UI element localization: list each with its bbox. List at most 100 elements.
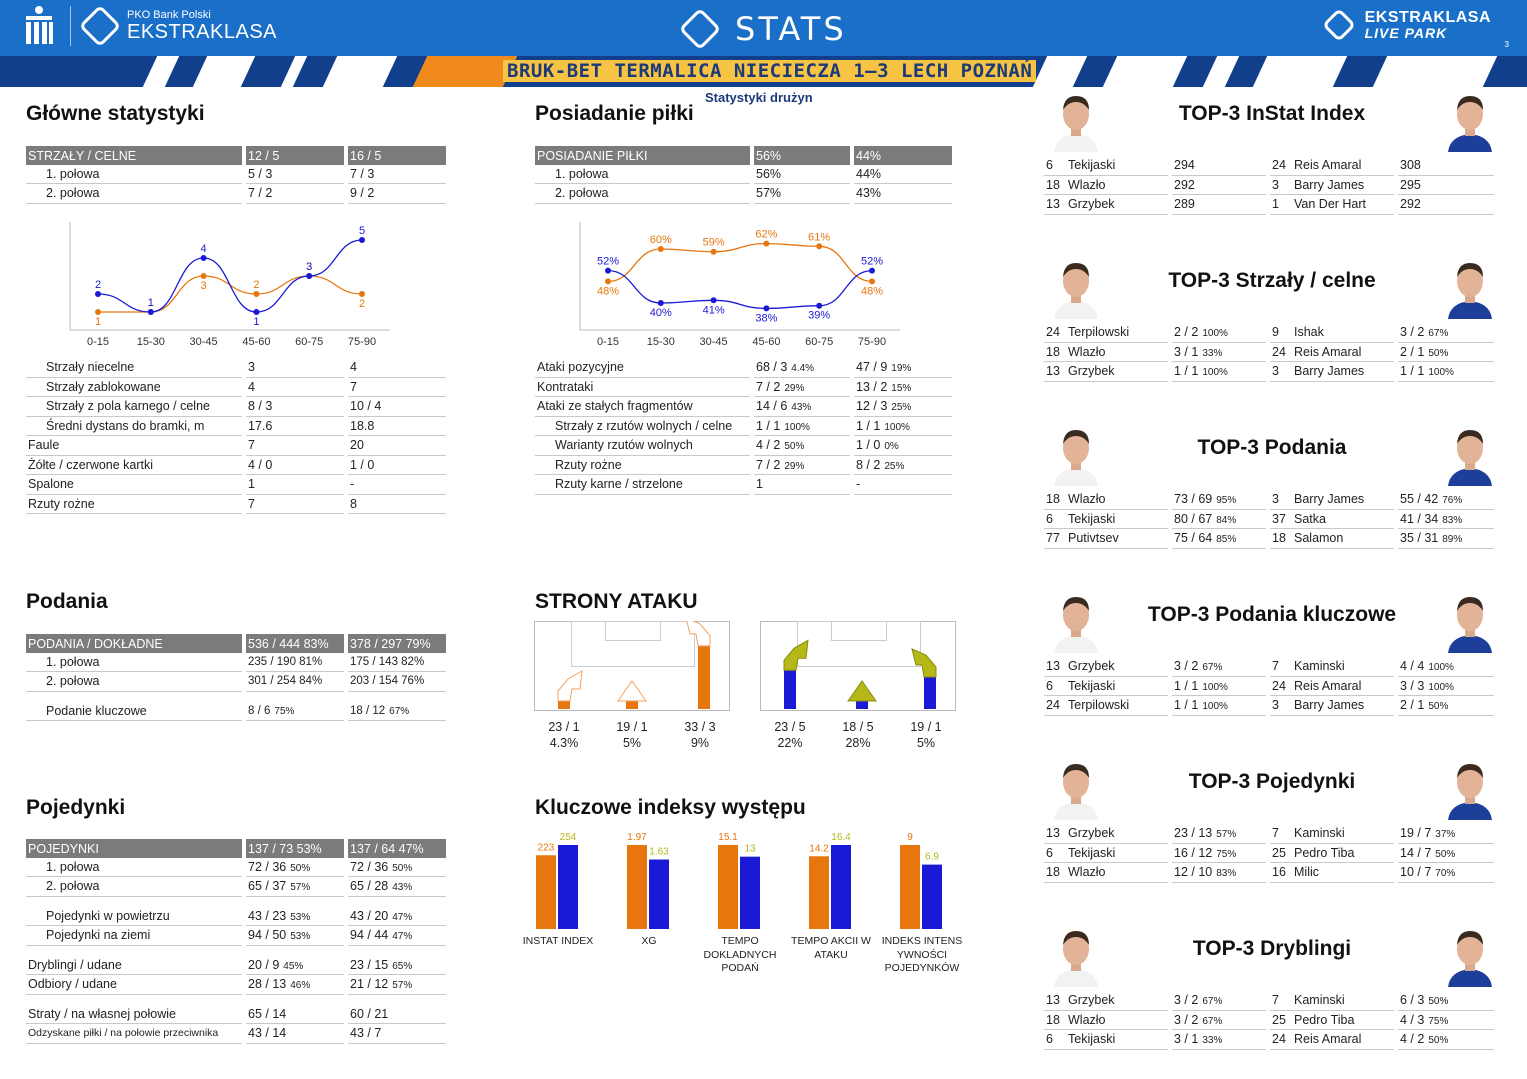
away-player-name: Reis Amaral (1294, 158, 1362, 172)
row-away: - (348, 475, 446, 495)
row-home: 8 / 6 75% (246, 702, 344, 721)
cell-percent: 67% (1202, 1015, 1223, 1027)
avatar-face (1063, 432, 1089, 464)
header-away: 44% (854, 145, 952, 165)
live-park-bottom: LIVE PARK (1364, 25, 1448, 41)
top3-table: 13 Grzybek 3 / 2 67% 7 Kaminski 4 / 4 100% 6 Teki… (1044, 657, 1498, 716)
cell-percent: 83% (1216, 868, 1237, 879)
avatar-shirt (1448, 301, 1492, 319)
cell-percent: 33% (1202, 1035, 1223, 1046)
top3-table: 24 Terpilowski 2 / 2 100% 9 Ishak 3 / 2 67% 18 Wl… (1044, 323, 1498, 382)
x-tick-label: 75-90 (348, 336, 376, 348)
cell-percent: 29% (784, 460, 805, 472)
table-row: Rzuty karne / strzelone 1 - (535, 475, 956, 495)
cell-value: 1 (756, 477, 763, 491)
away-player-name: Barry James (1294, 177, 1365, 192)
pko-logo-icon (22, 6, 56, 46)
away-player-value: 14 / 7 50% (1398, 844, 1494, 863)
away-player: 16 Milic (1270, 863, 1394, 883)
category-label: TEMPO AKCII W ATAKU (785, 935, 877, 962)
row-home: 235 / 190 81% (246, 653, 344, 672)
home-player-number: 18 (1046, 492, 1060, 506)
home-value-label: 9 (907, 832, 913, 843)
table-row: 6 Tekijaski 1 / 1 100% 24 Reis Amaral 3 / 3 100… (1044, 677, 1498, 696)
row-label: Strzały z pola karnego / celne (26, 397, 242, 417)
cell-value: 1 / 1 (1174, 678, 1199, 693)
data-point (869, 267, 875, 274)
row-label: 2. połowa (26, 877, 242, 897)
attack-side-label: 19 / 1 5% (598, 719, 666, 751)
home-bar (900, 845, 920, 929)
cell-value: 14 / 6 (756, 399, 788, 413)
cell-value: 47 / 9 (856, 360, 888, 374)
table-row: 2. połowa 7 / 2 9 / 2 (26, 184, 450, 204)
x-tick-label: 60-75 (805, 336, 833, 348)
avatar-neck (1071, 794, 1081, 804)
cell-value: 94 / 50 (248, 928, 287, 942)
avatar-shirt (1054, 969, 1098, 987)
row-home: 1 (246, 475, 344, 495)
row-away: 60 / 21 (348, 1005, 446, 1024)
avatar-shirt (1448, 134, 1492, 152)
row-away: 44% (854, 165, 952, 184)
data-point (147, 309, 154, 315)
data-point (710, 297, 717, 304)
row-away: 1 / 0 (348, 456, 446, 475)
away-player-number: 18 (1272, 531, 1286, 545)
home-player-name: Wlazło (1068, 344, 1106, 359)
table-header: POJEDYNKI 137 / 73 53% 137 / 64 47% (26, 838, 450, 858)
attack-count: 23 / 5 (774, 720, 806, 734)
avatar-face (1457, 599, 1483, 631)
avatar-face (1457, 432, 1483, 464)
data-label: 1 (148, 297, 154, 309)
data-point (253, 291, 260, 297)
league-name: EKSTRAKLASA (127, 21, 278, 43)
avatar-shirt (1448, 969, 1492, 987)
home-player: 6 Tekijaski (1044, 510, 1168, 529)
attack-percent: 5% (622, 736, 642, 750)
attack-count: 19 / 1 (910, 720, 942, 734)
data-point (200, 255, 207, 261)
away-player: 24 Reis Amaral (1270, 1030, 1394, 1050)
data-point (816, 243, 823, 250)
away-player-number: 37 (1272, 511, 1286, 526)
row-home: 65 / 14 (246, 1005, 344, 1024)
cell-value: 289 (1174, 197, 1195, 211)
table-row: Strzały z rzutów wolnych / celne 1 / 1 100… (535, 417, 956, 436)
cell-value: 1 / 1 (1400, 364, 1425, 378)
table-row: 13 Grzybek 289 1 Van Der Hart 292 (1044, 195, 1498, 215)
row-away: 8 / 2 25% (854, 456, 952, 475)
table-row: 18 Wlazło 3 / 1 33% 24 Reis Amaral 2 / 1 50% (1044, 343, 1498, 362)
match-title: BRUK-BET TERMALICA NIECIECZA 1–3 LECH PO… (503, 60, 1037, 82)
row-home: 7 / 2 29% (754, 456, 850, 475)
table-row: Pojedynki w powietrzu 43 / 23 53% 43 / 20 47… (26, 907, 450, 926)
cell-value: 1 / 1 (856, 418, 881, 433)
home-bar (536, 855, 556, 929)
away-bar (649, 859, 669, 929)
home-player-value: 75 / 64 85% (1172, 529, 1266, 549)
row-label: Strzały z rzutów wolnych / celne (535, 417, 750, 436)
away-player-value: 4 / 2 50% (1398, 1030, 1494, 1050)
away-player: 24 Reis Amaral (1270, 343, 1394, 362)
header-home: 137 / 73 53% (246, 838, 344, 858)
attack-bar (698, 645, 710, 709)
row-home: 14 / 6 43% (754, 397, 850, 417)
row-label: Kontrataki (535, 378, 750, 397)
logo-divider (70, 6, 71, 46)
row-away: 12 / 3 25% (854, 397, 952, 417)
player-avatar-icon (1448, 96, 1492, 152)
cell-value: 16 / 12 (1174, 845, 1213, 860)
cell-percent: 25% (884, 460, 905, 472)
row-home: 3 (246, 358, 344, 378)
row-away: 23 / 15 65% (348, 956, 446, 975)
home-player-value: 3 / 2 67% (1172, 991, 1266, 1011)
player-avatar-icon (1054, 764, 1098, 820)
row-away: 7 / 3 (348, 165, 446, 184)
attack-percent: 22% (777, 736, 803, 750)
row-away: 47 / 9 19% (854, 358, 952, 378)
home-player-value: 16 / 12 75% (1172, 844, 1266, 863)
home-player-name: Grzybek (1068, 364, 1115, 378)
cell-value: 4 / 4 (1400, 659, 1425, 673)
away-player-value: 3 / 2 67% (1398, 323, 1494, 343)
away-player-number: 3 (1272, 698, 1279, 712)
